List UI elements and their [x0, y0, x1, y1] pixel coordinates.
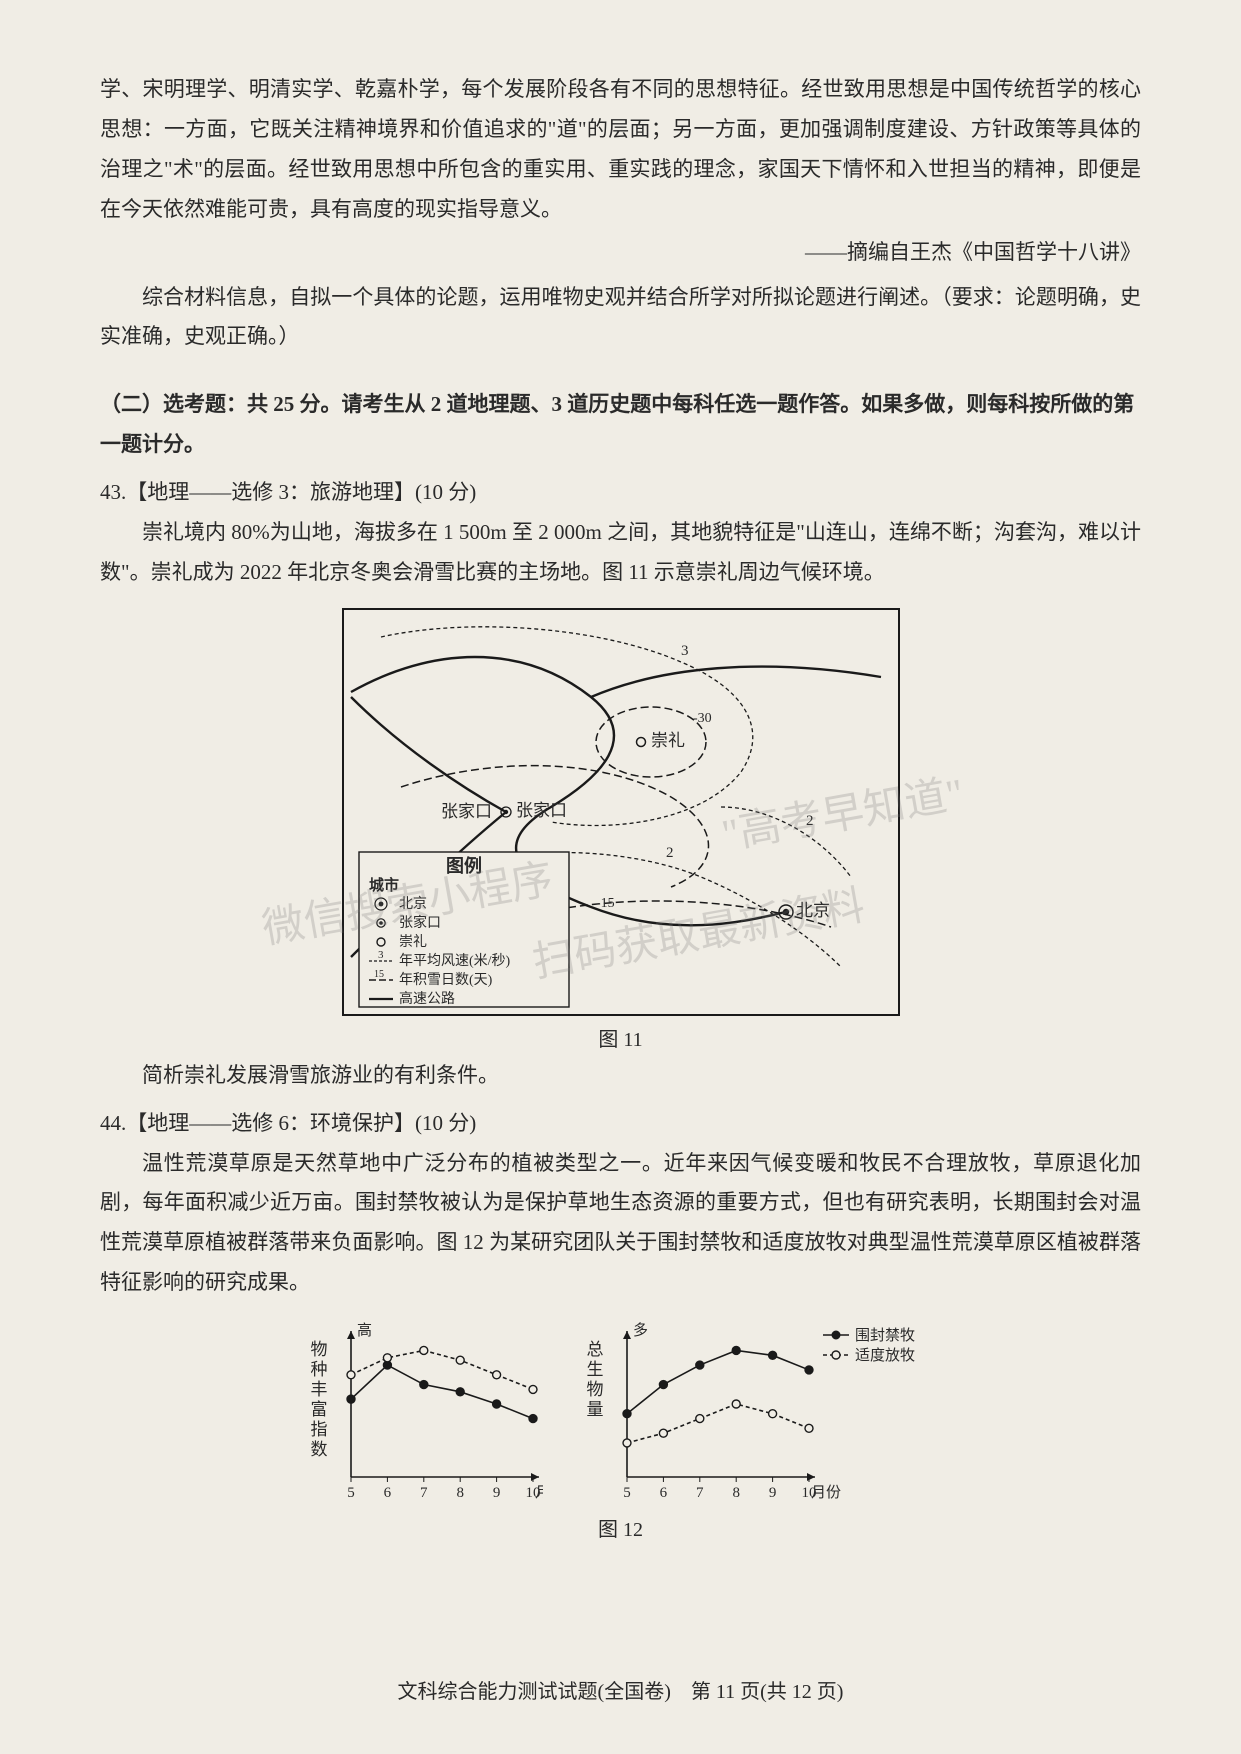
page-footer: 文科综合能力测试试题(全国卷) 第 11 页(共 12 页) — [0, 1675, 1241, 1704]
svg-text:崇礼: 崇礼 — [651, 731, 685, 750]
figure-11-map: 322-30-15崇礼张家口北京张家口图例城市北京张家口崇礼3年平均风速(米/秒… — [341, 607, 901, 1017]
svg-text:5: 5 — [623, 1485, 631, 1501]
svg-text:月份: 月份 — [535, 1484, 543, 1501]
svg-text:月份: 月份 — [811, 1484, 841, 1501]
figure-12-right-chart: 5678910月份多总生物量围封禁牧适度放牧 — [579, 1317, 939, 1507]
figure-12-left-chart: 5678910月份高物种丰富指数 — [303, 1317, 543, 1507]
svg-text:物: 物 — [586, 1380, 603, 1399]
svg-text:适度放牧: 适度放牧 — [855, 1347, 915, 1364]
svg-text:5: 5 — [347, 1485, 355, 1501]
q44-header: 44.【地理——选修 6：环境保护】(10 分) — [100, 1104, 1141, 1144]
continuing-paragraph: 学、宋明理学、明清实学、乾嘉朴学，每个发展阶段各有不同的思想特征。经世致用思想是… — [100, 70, 1141, 230]
svg-text:高速公路: 高速公路 — [399, 990, 455, 1007]
svg-text:2: 2 — [666, 845, 674, 861]
svg-text:15: 15 — [374, 969, 384, 980]
svg-text:8: 8 — [732, 1485, 740, 1501]
figure-12-caption: 图 12 — [100, 1513, 1141, 1542]
q43-header: 43.【地理——选修 3：旅游地理】(10 分) — [100, 473, 1141, 513]
svg-text:年平均风速(米/秒): 年平均风速(米/秒) — [399, 953, 511, 969]
svg-text:张家口: 张家口 — [516, 801, 567, 820]
svg-text:6: 6 — [383, 1485, 391, 1501]
svg-text:种: 种 — [310, 1360, 327, 1379]
svg-text:生: 生 — [586, 1360, 603, 1379]
essay-instruction: 综合材料信息，自拟一个具体的论题，运用唯物史观并结合所学对所拟论题进行阐述。（要… — [100, 278, 1141, 358]
svg-text:富: 富 — [310, 1400, 327, 1419]
svg-text:多: 多 — [633, 1322, 648, 1339]
svg-text:-15: -15 — [596, 896, 615, 911]
svg-text:-30: -30 — [693, 711, 712, 726]
svg-text:丰: 丰 — [310, 1380, 327, 1399]
section-2-header: （二）选考题：共 25 分。请考生从 2 道地理题、3 道历史题中每科任选一题作… — [100, 385, 1141, 465]
figure-11-caption: 图 11 — [100, 1023, 1141, 1052]
svg-text:崇礼: 崇礼 — [399, 934, 427, 950]
svg-text:2: 2 — [806, 813, 814, 829]
svg-text:3: 3 — [681, 643, 689, 659]
svg-text:城市: 城市 — [369, 876, 399, 894]
q43-body: 崇礼境内 80%为山地，海拔多在 1 500m 至 2 000m 之间，其地貌特… — [100, 513, 1141, 593]
svg-text:张家口: 张家口 — [399, 914, 441, 931]
svg-text:7: 7 — [696, 1485, 704, 1501]
svg-text:物: 物 — [310, 1340, 327, 1359]
svg-text:总: 总 — [586, 1340, 603, 1359]
figure-11-block: 322-30-15崇礼张家口北京张家口图例城市北京张家口崇礼3年平均风速(米/秒… — [100, 607, 1141, 1052]
svg-text:量: 量 — [586, 1400, 603, 1419]
svg-text:8: 8 — [456, 1485, 464, 1501]
svg-text:图例: 图例 — [446, 855, 482, 876]
svg-text:年积雪日数(天): 年积雪日数(天) — [399, 972, 493, 988]
svg-text:7: 7 — [420, 1485, 428, 1501]
svg-text:围封禁牧: 围封禁牧 — [855, 1327, 915, 1344]
q44-body: 温性荒漠草原是天然草地中广泛分布的植被类型之一。近年来因气候变暖和牧民不合理放牧… — [100, 1144, 1141, 1304]
svg-text:高: 高 — [357, 1322, 372, 1339]
svg-text:指: 指 — [310, 1420, 327, 1439]
svg-text:9: 9 — [768, 1485, 776, 1501]
svg-text:3: 3 — [378, 949, 384, 961]
svg-text:6: 6 — [659, 1485, 667, 1501]
svg-text:数: 数 — [310, 1440, 327, 1459]
source-attribution: ——摘编自王杰《中国哲学十八讲》 — [100, 236, 1141, 266]
figure-12-block: 5678910月份高物种丰富指数 5678910月份多总生物量围封禁牧适度放牧 … — [100, 1317, 1141, 1542]
svg-text:张家口: 张家口 — [441, 802, 492, 821]
svg-text:北京: 北京 — [399, 896, 427, 912]
svg-text:北京: 北京 — [796, 901, 830, 920]
svg-text:9: 9 — [492, 1485, 500, 1501]
q43-prompt: 简析崇礼发展滑雪旅游业的有利条件。 — [100, 1056, 1141, 1096]
